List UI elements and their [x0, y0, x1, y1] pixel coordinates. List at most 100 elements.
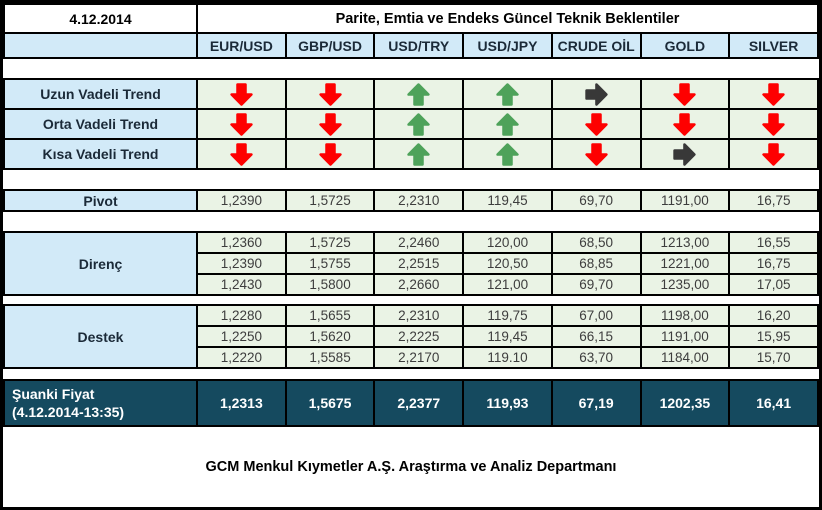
- spacer-row: [4, 210, 818, 233]
- trend-down-arrow-icon: [762, 142, 785, 166]
- column-header-spacer: [3, 32, 198, 59]
- resistance-value: 16,55: [728, 231, 819, 254]
- row-label-resistance: Direnç: [3, 231, 198, 296]
- resistance-value: 121,00: [462, 273, 553, 296]
- current-value: 1,5675: [284, 379, 376, 427]
- trend-row-short: Kısa Vadeli Trend: [3, 138, 819, 170]
- resistance-value: 1,2430: [196, 273, 287, 296]
- pivot-value: 1191,00: [639, 189, 731, 212]
- trend-down-arrow-icon: [673, 112, 697, 136]
- resistance-value: 1,5755: [284, 252, 376, 275]
- page-title: Parite, Emtia ve Endeks Güncel Teknik Be…: [196, 3, 819, 34]
- trend-down-arrow-icon: [584, 142, 608, 166]
- trend-arrow-cell: [462, 138, 553, 170]
- current-value: 119,93: [462, 379, 553, 427]
- trend-arrow-cell: [284, 108, 376, 140]
- trend-right-arrow-icon: [673, 142, 697, 166]
- resistance-value: 68,85: [550, 252, 642, 275]
- pivot-value: 119,45: [462, 189, 553, 212]
- support-value: 15,70: [728, 346, 819, 369]
- trend-arrow-cell: [196, 108, 287, 140]
- pivot-value: 69,70: [550, 189, 642, 212]
- column-header-gold: GOLD: [639, 32, 731, 59]
- trend-arrow-cell: [550, 78, 642, 110]
- current-value: 16,41: [728, 379, 819, 427]
- pivot-value: 2,2310: [373, 189, 465, 212]
- support-value: 63,70: [550, 346, 642, 369]
- title-row: 4.12.2014 Parite, Emtia ve Endeks Güncel…: [3, 3, 819, 34]
- trend-up-arrow-icon: [496, 112, 519, 136]
- trend-arrow-cell: [639, 138, 731, 170]
- support-value: 1,5620: [284, 325, 376, 348]
- trend-down-arrow-icon: [673, 82, 697, 106]
- trend-arrow-cell: [462, 108, 553, 140]
- current-price-label-line2: (4.12.2014-13:35): [12, 404, 125, 420]
- resistance-value: 2,2660: [373, 273, 465, 296]
- resistance-value: 120,50: [462, 252, 553, 275]
- row-label-support: Destek: [3, 304, 198, 369]
- resistance-value: 2,2460: [373, 231, 465, 254]
- support-value: 119.10: [462, 346, 553, 369]
- footer-department-title: GCM Menkul Kıymetler A.Ş. Araştırma ve A…: [3, 427, 819, 507]
- trend-down-arrow-icon: [318, 142, 342, 166]
- resistance-value: 17,05: [728, 273, 819, 296]
- trend-row-medium: Orta Vadeli Trend: [3, 108, 819, 140]
- trend-arrow-cell: [728, 78, 819, 110]
- support-value: 1,2220: [196, 346, 287, 369]
- trend-down-arrow-icon: [762, 82, 785, 106]
- trend-row-long: Uzun Vadeli Trend: [3, 78, 819, 110]
- column-header-row: EUR/USD GBP/USD USD/TRY USD/JPY CRUDE Oİ…: [3, 32, 819, 59]
- trend-arrow-cell: [373, 138, 465, 170]
- pivot-value: 1,2390: [196, 189, 287, 212]
- current-value: 67,19: [550, 379, 642, 427]
- technical-outlook-table: 4.12.2014 Parite, Emtia ve Endeks Güncel…: [3, 3, 819, 427]
- trend-arrow-cell: [284, 78, 376, 110]
- trend-up-arrow-icon: [496, 142, 519, 166]
- trend-up-arrow-icon: [407, 112, 430, 136]
- trend-down-arrow-icon: [318, 82, 342, 106]
- resistance-value: 2,2515: [373, 252, 465, 275]
- support-value: 67,00: [550, 304, 642, 327]
- resistance-row-1: Direnç 1,2360 1,5725 2,2460 120,00 68,50…: [3, 231, 819, 296]
- trend-arrow-cell: [639, 108, 731, 140]
- support-value: 1184,00: [639, 346, 731, 369]
- support-value: 1,2250: [196, 325, 287, 348]
- support-value: 15,95: [728, 325, 819, 348]
- current-price-row: Şuanki Fiyat (4.12.2014-13:35) 1,2313 1,…: [3, 379, 819, 427]
- resistance-value: 1,5800: [284, 273, 376, 296]
- current-price-label-line1: Şuanki Fiyat: [12, 385, 95, 402]
- column-header-usdtry: USD/TRY: [373, 32, 465, 59]
- support-value: 119,75: [462, 304, 553, 327]
- resistance-value: 16,75: [728, 252, 819, 275]
- resistance-value: 1235,00: [639, 273, 731, 296]
- support-value: 1198,00: [639, 304, 731, 327]
- trend-right-arrow-icon: [584, 82, 608, 106]
- row-label-short-term-trend: Kısa Vadeli Trend: [3, 138, 198, 170]
- support-row-1: Destek 1,2280 1,5655 2,2310 119,75 67,00…: [3, 304, 819, 369]
- trend-up-arrow-icon: [496, 82, 519, 106]
- trend-arrow-cell: [462, 78, 553, 110]
- spacer-row: [4, 168, 818, 191]
- current-value: 1202,35: [639, 379, 731, 427]
- support-value: 2,2310: [373, 304, 465, 327]
- pivot-value: 16,75: [728, 189, 819, 212]
- support-row-2: 1,2250 1,5620 2,2225 119,45 66,15 1191,0…: [4, 325, 819, 348]
- trend-up-arrow-icon: [407, 82, 430, 106]
- column-header-crudeoil: CRUDE OİL: [550, 32, 642, 59]
- support-value: 1,5585: [284, 346, 376, 369]
- trend-down-arrow-icon: [230, 82, 253, 106]
- trend-down-arrow-icon: [584, 112, 608, 136]
- row-label-current-price: Şuanki Fiyat (4.12.2014-13:35): [3, 379, 198, 427]
- resistance-value: 1221,00: [639, 252, 731, 275]
- resistance-row-3: 1,2430 1,5800 2,2660 121,00 69,70 1235,0…: [4, 273, 819, 296]
- resistance-value: 1,2360: [196, 231, 287, 254]
- resistance-value: 1,2390: [196, 252, 287, 275]
- support-value: 1191,00: [639, 325, 731, 348]
- spacer-row: [4, 367, 818, 381]
- trend-down-arrow-icon: [230, 142, 253, 166]
- trend-arrow-cell: [550, 138, 642, 170]
- resistance-value: 1,5725: [284, 231, 376, 254]
- report-date: 4.12.2014: [3, 3, 198, 34]
- row-label-pivot: Pivot: [3, 189, 198, 212]
